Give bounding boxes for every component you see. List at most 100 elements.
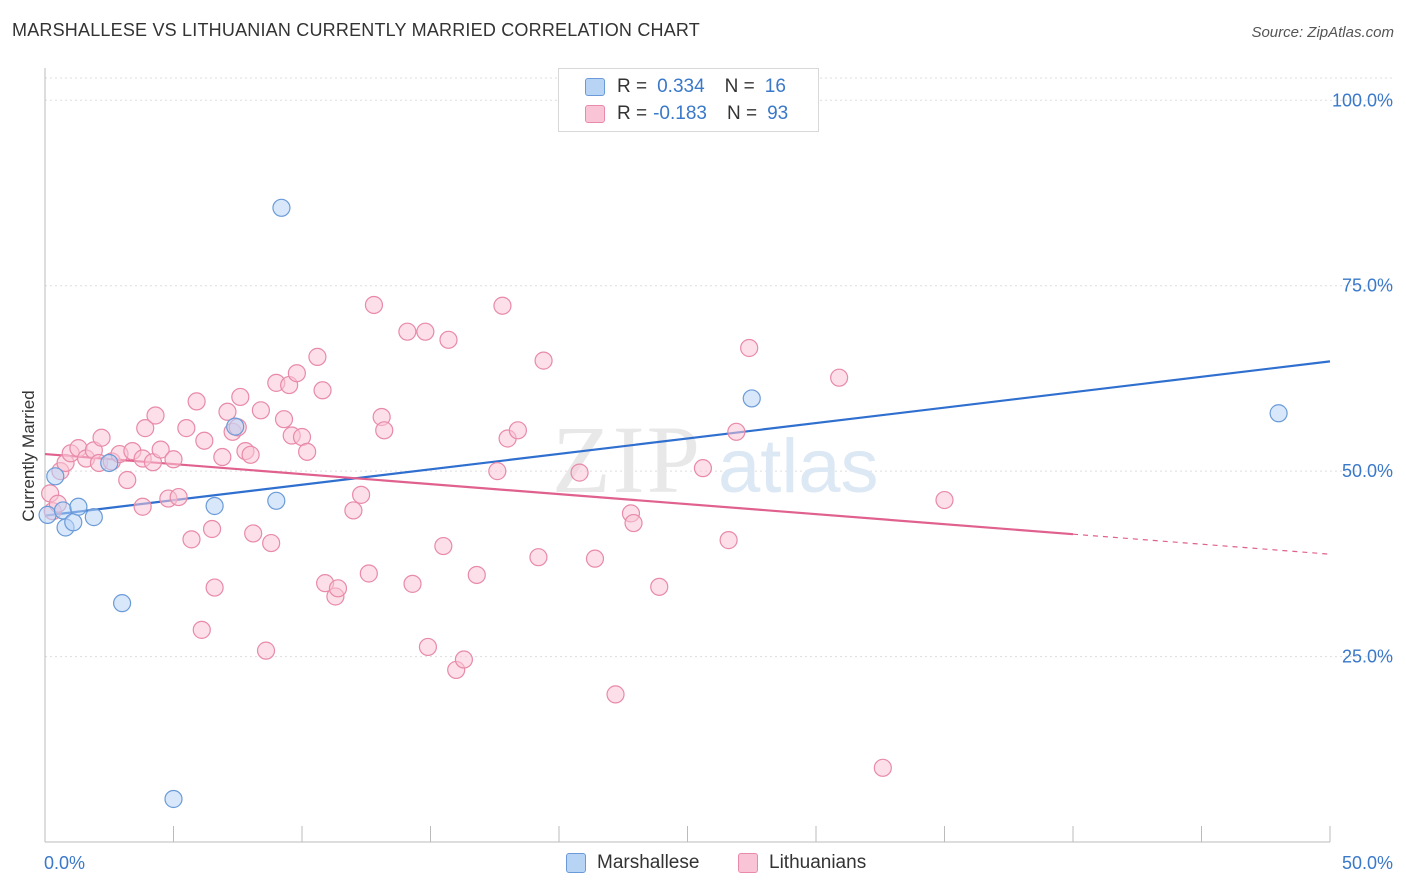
point-lithuanians (231, 387, 250, 407)
bottom-legend-lithuanians[interactable]: Lithuanians (738, 852, 866, 874)
grid-layer (45, 77, 1392, 658)
point-lithuanians (118, 470, 137, 490)
point-lithuanians (352, 485, 371, 504)
point-lithuanians (529, 548, 548, 567)
legend-n-value: 16 (764, 76, 786, 97)
point-lithuanians (205, 578, 224, 597)
point-lithuanians (364, 295, 384, 315)
point-lithuanians (359, 564, 378, 583)
legend-n-label: N = (726, 103, 758, 124)
point-lithuanians (287, 364, 306, 383)
point-lithuanians (454, 650, 474, 669)
point-lithuanians (375, 421, 394, 440)
point-lithuanians (873, 758, 892, 777)
point-marshallese (84, 508, 103, 527)
point-lithuanians (213, 447, 232, 467)
bottom-legend-swatch-marshallese (566, 853, 586, 873)
point-marshallese (38, 505, 57, 524)
point-lithuanians (151, 440, 170, 459)
point-lithuanians (434, 536, 453, 556)
y-axis-label: Currently Married (19, 390, 38, 521)
legend-r-label: R = (617, 76, 648, 97)
point-lithuanians (164, 450, 183, 469)
point-lithuanians (274, 410, 294, 429)
legend-row-lithuanians: R = -0.183 N = 93 (585, 102, 788, 126)
legend-swatch-lithuanians (585, 105, 605, 123)
point-lithuanians (570, 463, 589, 482)
point-lithuanians (398, 322, 417, 341)
point-lithuanians (177, 419, 196, 438)
bottom-legend-marshallese[interactable]: Marshallese (566, 852, 699, 874)
point-lithuanians (650, 577, 669, 596)
point-lithuanians (328, 579, 348, 598)
point-lithuanians (133, 497, 152, 516)
legend-r-value: -0.183 (653, 103, 707, 124)
point-marshallese (742, 389, 761, 408)
watermark-zip: ZIP (552, 406, 702, 513)
point-lithuanians (313, 381, 332, 400)
point-lithuanians (92, 428, 111, 447)
legend-r-label: R = (617, 103, 648, 124)
point-marshallese (46, 467, 65, 486)
point-lithuanians (344, 501, 363, 520)
trend-layer (44, 360, 1331, 555)
points-layer (38, 198, 1288, 809)
point-lithuanians (493, 296, 512, 315)
y-tick-label: 25.0% (1342, 647, 1393, 667)
point-lithuanians (727, 422, 746, 441)
point-lithuanians (488, 462, 507, 481)
point-marshallese (100, 453, 119, 473)
trend-line-lithuanians (44, 452, 1074, 536)
point-lithuanians (256, 641, 276, 660)
y-tick-label: 50.0% (1342, 461, 1393, 481)
point-marshallese (272, 198, 291, 217)
legend-n-value: 93 (767, 103, 789, 124)
point-lithuanians (244, 524, 263, 543)
point-marshallese (164, 789, 183, 809)
point-lithuanians (262, 533, 281, 553)
point-marshallese (205, 496, 224, 516)
point-lithuanians (439, 330, 458, 349)
y-tick-label: 100.0% (1332, 90, 1393, 110)
y-tick-label: 75.0% (1342, 276, 1393, 296)
bottom-legend-swatch-lithuanians (738, 853, 758, 873)
point-lithuanians (169, 487, 188, 507)
legend-n-label: N = (724, 76, 755, 97)
point-lithuanians (298, 442, 317, 461)
point-marshallese (69, 497, 88, 516)
point-lithuanians (719, 531, 738, 550)
point-lithuanians (403, 574, 422, 593)
point-lithuanians (308, 347, 327, 366)
point-lithuanians (693, 459, 713, 478)
point-lithuanians (606, 685, 625, 704)
x-tick-label: 50.0% (1342, 853, 1393, 873)
legend-row-marshallese: R = 0.334 N = 16 (585, 75, 786, 99)
point-lithuanians (146, 406, 165, 425)
legend-swatch-marshallese (585, 78, 605, 96)
x-tick-label: 0.0% (44, 853, 85, 873)
legend-r-value: 0.334 (657, 76, 705, 97)
point-lithuanians (251, 401, 270, 420)
point-lithuanians (508, 421, 527, 440)
point-marshallese (64, 513, 83, 532)
point-lithuanians (195, 431, 214, 450)
point-lithuanians (136, 419, 155, 438)
point-marshallese (267, 491, 286, 510)
chart-title: MARSHALLESE VS LITHUANIAN CURRENTLY MARR… (12, 20, 700, 40)
point-lithuanians (830, 368, 849, 387)
point-marshallese (226, 417, 245, 436)
point-marshallese (112, 594, 132, 613)
point-lithuanians (740, 338, 759, 358)
point-lithuanians (624, 513, 643, 533)
tick-label-layer: 25.0% 50.0% 75.0% 100.0% 0.0% 50.0% (44, 90, 1393, 873)
point-lithuanians (202, 519, 222, 539)
point-lithuanians (182, 530, 201, 549)
point-lithuanians (416, 322, 435, 341)
source-label: Source: ZipAtlas.com (1251, 24, 1394, 41)
point-lithuanians (935, 490, 954, 510)
point-lithuanians (585, 549, 605, 568)
bottom-legend-label-lithuanians: Lithuanians (769, 852, 867, 873)
legend: R = 0.334 N = 16 R = -0.183 N = 93 (558, 68, 819, 132)
point-lithuanians (192, 620, 211, 639)
